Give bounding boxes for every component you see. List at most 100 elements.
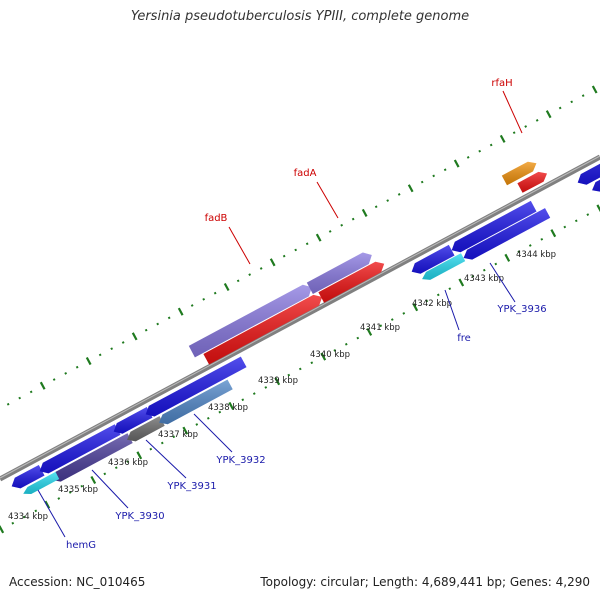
leader-line	[228, 226, 251, 265]
tick-mark	[228, 401, 235, 410]
tick-mark	[535, 118, 539, 122]
tick-mark	[131, 332, 138, 341]
tick-mark	[432, 174, 436, 178]
tick-mark	[591, 85, 598, 94]
gene-label-fadA: fadA	[294, 168, 317, 179]
tick-mark	[57, 497, 61, 500]
tick-mark	[545, 110, 552, 119]
tick-mark	[390, 318, 394, 321]
tick-mark	[126, 460, 130, 463]
tick-mark	[558, 106, 562, 110]
leader-line	[37, 489, 66, 538]
tick-mark	[448, 287, 452, 291]
tick-mark	[315, 233, 322, 242]
tick-mark	[298, 367, 302, 371]
tick-mark	[412, 303, 419, 312]
tick-mark	[75, 365, 79, 369]
tick-mark	[44, 500, 51, 509]
scale-label: 4335 kbp	[58, 485, 98, 495]
tick-mark	[252, 392, 256, 395]
tick-mark	[517, 250, 521, 254]
tick-mark	[333, 349, 337, 352]
gene-label-hemG: hemG	[66, 540, 96, 551]
tick-mark	[136, 451, 143, 460]
tick-mark	[52, 378, 56, 381]
tick-mark	[206, 416, 210, 420]
tick-mark	[482, 268, 486, 272]
genome-backbone	[0, 154, 600, 482]
tick-mark	[499, 134, 506, 143]
scale-ticks	[0, 85, 600, 534]
tick-mark	[177, 307, 184, 316]
topology-text: Topology: circular; Length: 4,689,441 bp…	[260, 575, 590, 589]
tick-mark	[344, 342, 348, 346]
tick-mark	[494, 262, 498, 266]
tick-mark	[356, 336, 360, 340]
tick-mark	[478, 149, 482, 153]
tick-mark	[361, 208, 368, 217]
scale-label: 4340 kbp	[310, 350, 350, 360]
tick-mark	[550, 229, 557, 238]
tick-mark	[294, 248, 298, 252]
tick-mark	[328, 230, 332, 233]
tick-mark	[34, 509, 38, 513]
tick-mark	[581, 94, 585, 98]
tick-mark	[236, 279, 240, 283]
tick-mark	[0, 525, 5, 534]
tick-mark	[287, 373, 291, 377]
tick-mark	[524, 125, 528, 128]
tick-mark	[29, 390, 33, 394]
tick-mark	[512, 131, 516, 135]
leader-line	[444, 289, 460, 331]
tick-mark	[425, 299, 429, 303]
tick-mark	[172, 435, 176, 439]
tick-mark	[586, 213, 590, 216]
tick-mark	[248, 273, 252, 276]
tick-mark	[182, 426, 189, 435]
gene-label-ypk3931: YPK_3931	[166, 481, 216, 492]
tick-mark	[68, 491, 72, 494]
leader-line	[193, 413, 233, 453]
tick-mark	[374, 205, 378, 209]
leader-line	[502, 90, 523, 134]
tick-mark	[213, 291, 217, 295]
tick-mark	[574, 219, 578, 223]
tick-mark	[436, 293, 440, 297]
tick-mark	[121, 341, 125, 344]
scale-label: 4334 kbp	[8, 512, 48, 522]
tick-mark	[386, 199, 390, 202]
tick-mark	[160, 441, 164, 445]
tick-mark	[85, 356, 92, 366]
tick-mark	[114, 466, 118, 470]
gene-label-ypk3932: YPK_3932	[215, 455, 265, 466]
scale-label: 4342 kbp	[412, 299, 452, 309]
scale-label: 4343 kbp	[464, 274, 504, 284]
tick-mark	[397, 193, 401, 196]
gene-label-fre: fre	[457, 333, 471, 344]
scale-label: 4338 kbp	[208, 403, 248, 413]
tick-mark	[6, 402, 10, 406]
tick-mark	[340, 223, 344, 227]
tick-mark	[471, 274, 475, 278]
tick-mark	[195, 423, 199, 426]
tick-mark	[420, 180, 424, 184]
tick-mark	[351, 217, 355, 221]
tick-mark	[407, 184, 414, 193]
tick-mark	[305, 242, 309, 246]
leader-line	[489, 262, 516, 303]
tick-mark	[218, 410, 222, 414]
tick-mark	[149, 447, 153, 451]
tick-mark	[528, 244, 532, 247]
tick-mark	[223, 282, 230, 292]
tick-mark	[202, 297, 206, 301]
tick-mark	[156, 322, 160, 326]
tick-mark	[366, 327, 373, 336]
tick-mark	[458, 278, 465, 287]
gene-label-ypk3930: YPK_3930	[114, 511, 164, 522]
tick-mark	[596, 204, 600, 213]
tick-mark	[402, 312, 406, 315]
gene-label-ypk3936: YPK_3936	[496, 304, 546, 315]
tick-mark	[282, 254, 286, 258]
tick-mark	[110, 347, 114, 351]
